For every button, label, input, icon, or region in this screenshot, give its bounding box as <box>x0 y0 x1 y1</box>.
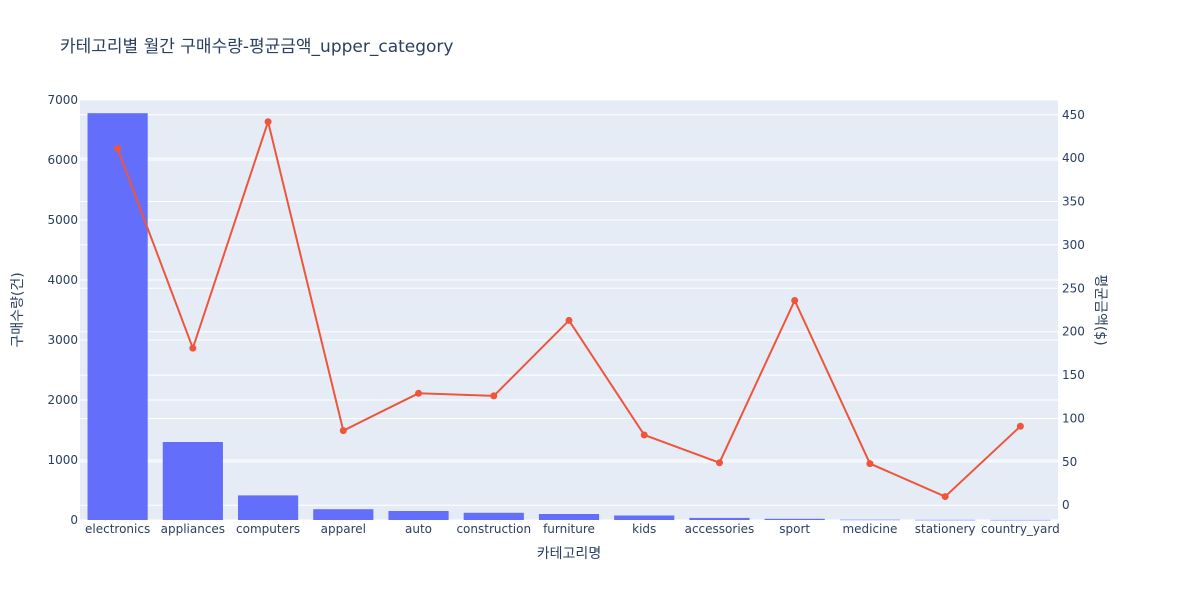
y-left-tick-label: 0 <box>70 513 78 527</box>
y-left-tick-label: 5000 <box>47 213 78 227</box>
x-tick-label: electronics <box>85 522 150 536</box>
x-tick-label: appliances <box>161 522 225 536</box>
gridlines <box>80 99 1058 521</box>
x-tick-label: stationery <box>915 522 976 536</box>
x-tick-label: accessories <box>685 522 755 536</box>
bar-appliances <box>162 442 223 520</box>
y-right-tick-label: 450 <box>1062 108 1085 122</box>
y-left-tick-label: 7000 <box>47 93 78 107</box>
y-right-tick-label: 50 <box>1062 455 1077 469</box>
y-left-axis-title: 구매수량(건) <box>10 272 26 347</box>
x-tick-label: kids <box>632 522 656 536</box>
bar-apparel <box>313 509 374 520</box>
x-tick-label: furniture <box>543 522 595 536</box>
y-right-tick-labels: 0 50 100 150 200 250 300 350 400 450 <box>1062 108 1085 512</box>
y-right-axis-title: 평균금액($) <box>1092 274 1108 345</box>
line-point-construction <box>490 392 498 400</box>
bar-series <box>87 113 1051 521</box>
y-left-tick-labels: 0 1000 2000 3000 4000 5000 6000 7000 <box>47 93 78 527</box>
bar-medicine <box>839 519 901 521</box>
x-axis-title: 카테고리명 <box>537 546 601 562</box>
x-tick-label: country_yard <box>981 522 1060 536</box>
y-right-tick-label: 100 <box>1062 411 1085 425</box>
y-left-tick-label: 1000 <box>47 453 78 467</box>
plot-background <box>80 100 1058 520</box>
bar-furniture <box>538 514 600 520</box>
y-right-tick-label: 250 <box>1062 281 1085 295</box>
y-left-tick-label: 2000 <box>47 393 78 407</box>
y-left-tick-label: 6000 <box>47 153 78 167</box>
bar-electronics <box>87 113 148 520</box>
y-right-tick-label: 0 <box>1062 498 1070 512</box>
bar-sport <box>764 518 825 520</box>
line-point-stationery <box>941 493 949 501</box>
x-tick-label: apparel <box>321 522 366 536</box>
line-point-computers <box>264 118 272 126</box>
bar-country_yard <box>990 519 1051 521</box>
x-tick-label: medicine <box>842 522 897 536</box>
x-tick-label: sport <box>779 522 810 536</box>
y-right-tick-label: 200 <box>1062 325 1085 339</box>
line-point-auto <box>415 389 423 397</box>
x-tick-label: auto <box>405 522 432 536</box>
bar-stationery <box>915 519 976 521</box>
line-point-country_yard <box>1016 422 1024 430</box>
y-left-tick-label: 4000 <box>47 273 78 287</box>
y-right-tick-label: 350 <box>1062 195 1085 209</box>
y-left-tick-label: 3000 <box>47 333 78 347</box>
line-point-furniture <box>565 316 573 324</box>
y-right-tick-label: 400 <box>1062 151 1085 165</box>
line-series <box>114 118 1024 501</box>
chart-title: 카테고리별 월간 구매수량-평균금액_upper_category <box>60 37 454 57</box>
bar-accessories <box>689 517 750 520</box>
y-right-tick-label: 300 <box>1062 238 1085 252</box>
line-point-electronics <box>114 145 122 153</box>
bar-auto <box>388 511 449 520</box>
bar-computers <box>237 495 299 520</box>
line-point-apparel <box>339 427 347 435</box>
bar-construction <box>463 512 524 520</box>
line-point-appliances <box>189 344 197 352</box>
line-point-accessories <box>715 459 723 467</box>
bar-kids <box>614 515 675 520</box>
x-tick-label: construction <box>456 522 531 536</box>
line-point-sport <box>791 296 799 304</box>
line-point-kids <box>640 431 648 439</box>
line-point-medicine <box>866 460 874 468</box>
y-right-tick-label: 150 <box>1062 368 1085 382</box>
x-tick-labels: electronics appliances computers apparel aut… <box>85 522 1060 536</box>
x-tick-label: computers <box>236 522 300 536</box>
